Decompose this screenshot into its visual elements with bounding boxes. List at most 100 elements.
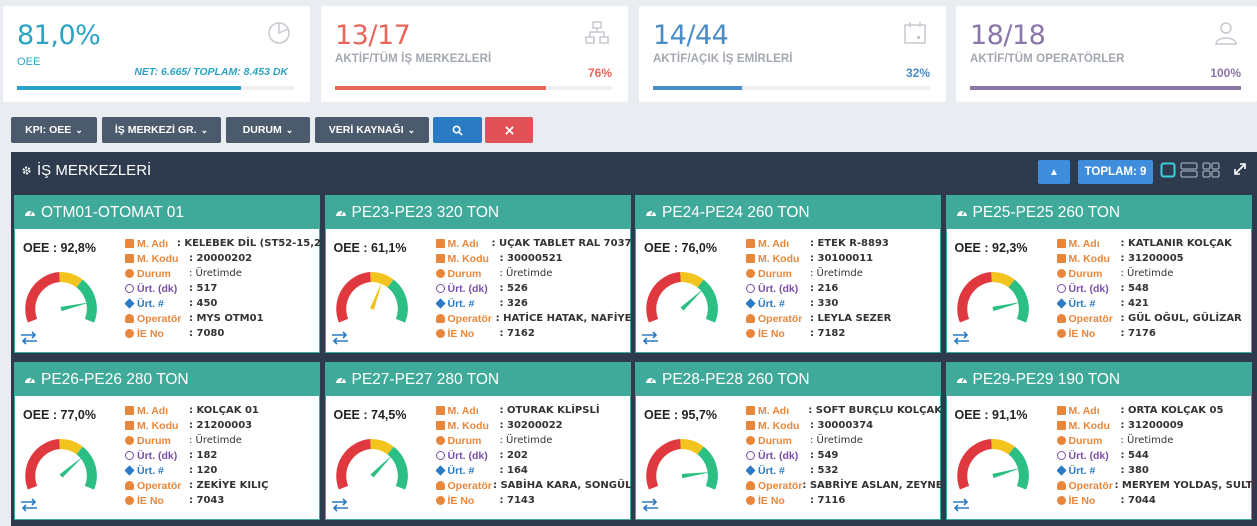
kpi-label: AKTİF/TÜM OPERATÖRLER bbox=[970, 53, 1125, 65]
operator: : SABRİYE ASLAN, ZEYNE bbox=[802, 480, 942, 491]
row-production-minutes: Ürt. (dk): 549 bbox=[746, 448, 942, 463]
row-status: Durum: Üretimde bbox=[746, 433, 942, 448]
cog-icon bbox=[435, 329, 445, 338]
label-text: İE No bbox=[137, 494, 164, 507]
workcenter-card[interactable]: PE23-PE23 320 TON OEE : 61,1% M. Adı: UÇ… bbox=[324, 195, 632, 353]
panel-header: İŞ MERKEZLERİ ▲ TOPLAM: 9 bbox=[11, 152, 1257, 190]
oee-value: OEE : 61,1% bbox=[333, 241, 407, 255]
swap-icon[interactable] bbox=[20, 331, 38, 345]
status-dropdown[interactable]: DURUM ⌄ bbox=[226, 117, 310, 143]
oee-gauge bbox=[335, 439, 408, 490]
workcenter-group-dropdown[interactable]: İŞ MERKEZİ GR. ⌄ bbox=[102, 117, 221, 143]
grid-view-icon[interactable] bbox=[1202, 162, 1220, 178]
label-work-order: İE No bbox=[125, 495, 189, 507]
row-operator: Operatör: SABRİYE ASLAN, ZEYNE bbox=[746, 478, 942, 493]
clock-icon bbox=[125, 451, 134, 460]
swap-icon[interactable] bbox=[331, 331, 349, 345]
kpi-filter-dropdown[interactable]: KPI: OEE ⌄ bbox=[11, 117, 97, 143]
label-status: Durum bbox=[1056, 268, 1121, 280]
label-text: İE No bbox=[137, 327, 164, 340]
row-production-minutes: Ürt. (dk): 182 bbox=[125, 448, 321, 463]
workcenter-card[interactable]: PE26-PE26 280 TON OEE : 77,0% M. Adı: KO… bbox=[14, 362, 320, 520]
label-machine-name: M. Adı bbox=[125, 405, 189, 417]
machine-code: : 30000374 bbox=[810, 420, 874, 431]
single-view-icon[interactable] bbox=[1160, 162, 1176, 178]
cube-icon bbox=[746, 406, 755, 415]
label-status: Durum bbox=[435, 267, 500, 280]
label-text: İE No bbox=[1068, 327, 1096, 340]
workcenter-card[interactable]: OTM01-OTOMAT 01 OEE : 92,8% M. Adı: KELE… bbox=[14, 195, 321, 353]
status: : Üretimde bbox=[499, 435, 553, 446]
workcenter-card[interactable]: PE28-PE28 260 TON OEE : 95,7% M. Adı: SO… bbox=[635, 362, 942, 520]
label-machine-code: M. Kodu bbox=[1056, 420, 1121, 432]
row-production-minutes: Ürt. (dk): 526 bbox=[435, 281, 632, 296]
label-text: Durum bbox=[1068, 434, 1103, 447]
clear-button[interactable] bbox=[485, 117, 533, 143]
dashboard-icon bbox=[335, 210, 346, 216]
workcenter-card[interactable]: PE29-PE29 190 TON OEE : 91,1% M. Adı: OR… bbox=[945, 362, 1253, 520]
operator: : MERYEM YOLDAŞ, SULT bbox=[1114, 480, 1253, 491]
row-status: Durum: Üretimde bbox=[1056, 433, 1253, 448]
cog-icon bbox=[1056, 269, 1066, 278]
chevron-down-icon: ⌄ bbox=[75, 124, 83, 135]
sitemap-icon bbox=[585, 21, 609, 44]
total-badge[interactable]: TOPLAM: 9 bbox=[1078, 160, 1153, 184]
search-button[interactable] bbox=[433, 117, 482, 143]
user-icon bbox=[435, 481, 445, 490]
kpi-label: AKTİF/AÇIK İŞ EMİRLERİ bbox=[653, 53, 793, 65]
user-icon bbox=[746, 481, 755, 490]
label-text: İE No bbox=[1068, 494, 1096, 507]
dashboard-icon bbox=[25, 210, 35, 216]
row-work-order: İE No: 7044 bbox=[1056, 493, 1253, 508]
label-production-count: Ürt. # bbox=[435, 465, 500, 477]
swap-icon[interactable] bbox=[20, 498, 38, 512]
production-minutes: : 202 bbox=[499, 450, 528, 461]
label-text: Ürt. (dk) bbox=[758, 449, 799, 462]
label-production-minutes: Ürt. (dk) bbox=[125, 283, 189, 295]
sort-button[interactable]: ▲ bbox=[1038, 160, 1070, 184]
dashboard-icon bbox=[25, 377, 35, 383]
label-work-order: İE No bbox=[1056, 327, 1121, 340]
label-text: İE No bbox=[447, 494, 475, 507]
label-machine-name: M. Adı bbox=[435, 405, 500, 417]
tag-icon bbox=[746, 465, 756, 476]
oee-value: OEE : 77,0% bbox=[23, 408, 96, 422]
label-text: Ürt. (dk) bbox=[137, 449, 178, 462]
list-view-icon[interactable] bbox=[1180, 162, 1198, 178]
label-work-order: İE No bbox=[435, 494, 500, 507]
workcenter-card[interactable]: PE25-PE25 260 TON OEE : 92,3% M. Adı: KA… bbox=[945, 195, 1252, 353]
kpi-progress bbox=[17, 86, 294, 90]
production-count: : 532 bbox=[810, 465, 839, 476]
label-text: M. Kodu bbox=[137, 419, 179, 432]
cog-icon bbox=[125, 329, 134, 338]
label-operator: Operatör bbox=[746, 480, 802, 492]
swap-icon[interactable] bbox=[641, 331, 659, 345]
swap-icon[interactable] bbox=[952, 331, 970, 345]
kpi-progress bbox=[335, 86, 612, 90]
gauge-red-band bbox=[956, 439, 992, 490]
label-text: Operatör bbox=[137, 479, 182, 492]
search-icon bbox=[452, 125, 463, 136]
label-production-minutes: Ürt. (dk) bbox=[125, 450, 189, 462]
cube-icon bbox=[746, 421, 755, 430]
label-text: M. Kodu bbox=[1068, 252, 1110, 265]
user-icon bbox=[1215, 22, 1237, 45]
swap-icon[interactable] bbox=[952, 498, 970, 512]
label-text: M. Adı bbox=[1068, 237, 1100, 250]
gauge-yellow-band bbox=[369, 439, 394, 455]
swap-icon[interactable] bbox=[641, 498, 659, 512]
workcenter-name: PE29-PE29 190 TON bbox=[972, 370, 1121, 388]
workcenter-card[interactable]: PE27-PE27 280 TON OEE : 74,5% M. Adı: OT… bbox=[324, 362, 632, 520]
label-text: Durum bbox=[447, 267, 482, 280]
label-machine-code: M. Kodu bbox=[125, 253, 189, 265]
data-source-dropdown[interactable]: VERİ KAYNAĞI ⌄ bbox=[315, 117, 429, 143]
label-machine-code: M. Kodu bbox=[435, 420, 500, 432]
expand-icon[interactable] bbox=[1233, 162, 1247, 176]
gauge-yellow-band bbox=[369, 272, 394, 288]
user-icon bbox=[746, 314, 755, 323]
label-production-count: Ürt. # bbox=[125, 298, 189, 310]
oee-gauge bbox=[956, 439, 1029, 490]
production-count: : 421 bbox=[1120, 298, 1149, 309]
swap-icon[interactable] bbox=[331, 498, 349, 512]
workcenter-card[interactable]: PE24-PE24 260 TON OEE : 76,0% M. Adı: ET… bbox=[635, 195, 941, 353]
